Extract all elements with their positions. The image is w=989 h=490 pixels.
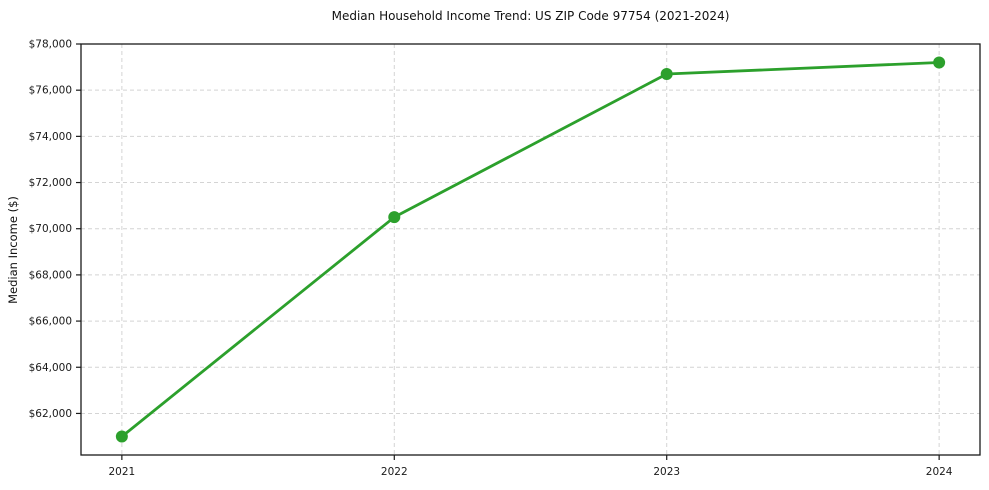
x-tick-label: 2023 bbox=[653, 466, 680, 478]
x-tick-label: 2022 bbox=[381, 466, 408, 478]
trend-line bbox=[120, 61, 941, 438]
y-tick-label: $64,000 bbox=[29, 362, 72, 374]
y-tick-label: $70,000 bbox=[29, 223, 72, 235]
y-tick-label: $68,000 bbox=[29, 269, 72, 281]
y-tick-label: $76,000 bbox=[29, 85, 72, 97]
data-point-marker bbox=[388, 211, 401, 224]
data-point-marker bbox=[115, 430, 128, 443]
y-tick-label: $78,000 bbox=[29, 39, 72, 51]
plot-frame bbox=[80, 43, 981, 456]
y-tick-label: $74,000 bbox=[29, 131, 72, 143]
y-tick-label: $72,000 bbox=[29, 177, 72, 189]
x-tick-label: 2021 bbox=[108, 466, 135, 478]
data-point-marker bbox=[933, 56, 946, 69]
data-point-marker bbox=[660, 68, 673, 81]
y-tick-label: $62,000 bbox=[29, 408, 72, 420]
chart-title: Median Household Income Trend: US ZIP Co… bbox=[331, 9, 730, 23]
y-tick-label: $66,000 bbox=[29, 316, 72, 328]
x-tick-label: 2024 bbox=[926, 466, 953, 478]
